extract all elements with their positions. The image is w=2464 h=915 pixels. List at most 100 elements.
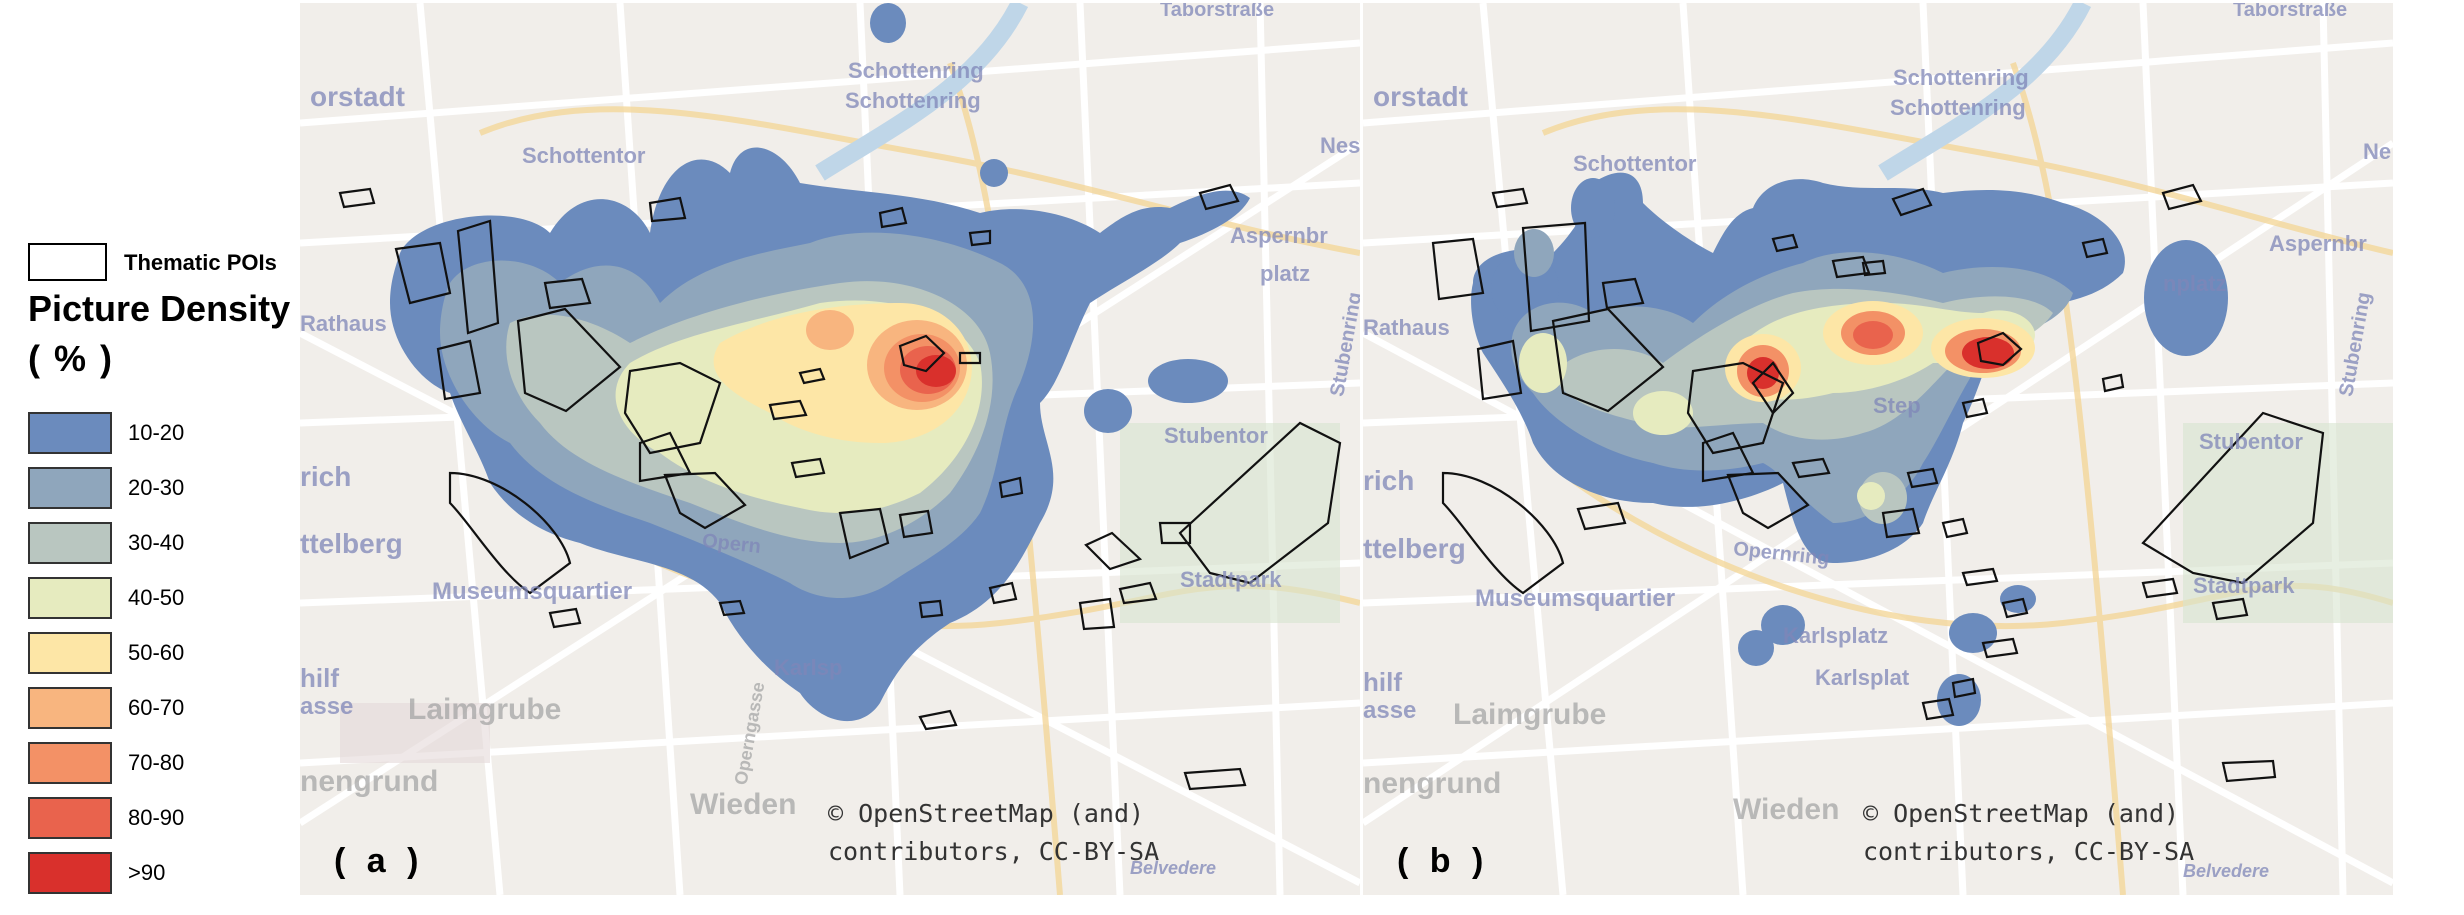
legend-class-10-20: 10-20 [28, 412, 288, 454]
legend-swatch [28, 742, 112, 784]
danube-canal [815, 3, 1029, 181]
density-20-30-blob [1514, 229, 1554, 277]
street-label-nes: Nes [1320, 133, 1360, 158]
legend-class-over-90: >90 [28, 852, 288, 894]
legend-class-80-90: 80-90 [28, 797, 288, 839]
legend-class-label: 60-70 [128, 695, 185, 720]
street-label-hilf: hilf [1363, 667, 1402, 697]
street-label-platz: nplatz [2163, 271, 2227, 296]
street-label-aspernbr: Aspernbr [1230, 223, 1328, 248]
street-label-rich: rich [1363, 465, 1415, 496]
map-panel-a-graphics [300, 3, 1360, 895]
copyright-line: contributors, CC-BY-SA [828, 837, 1160, 866]
legend-swatch [28, 522, 112, 564]
street-label-steph: Step [1873, 393, 1921, 418]
street-label-belvedere: Belvedere [2183, 861, 2270, 881]
legend-unit: ( % ) [28, 338, 114, 379]
street-label-rathaus: Rathaus [1363, 315, 1450, 340]
legend-class-label: 30-40 [128, 530, 185, 555]
density-40-50 [1519, 333, 1567, 393]
legend-class-label: 10-20 [128, 420, 185, 445]
legend-class-label: 50-60 [128, 640, 185, 665]
panel-tag-b: ( b ) [1397, 842, 1490, 880]
map-panel-b-graphics [1363, 3, 2393, 895]
street-label-stadtpark: Stadtpark [2193, 573, 2295, 598]
street-label-asse: asse [300, 693, 354, 720]
street-label-schottenring: Schottenring [845, 88, 981, 113]
density-over-90 [916, 355, 956, 387]
legend-class-label: 70-80 [128, 750, 185, 775]
street-label-karlsplatz: Karlsplatz [1783, 623, 1889, 648]
street-label-stubentor: Stubentor [1164, 423, 1268, 448]
street-label-ttelberg: ttelberg [300, 528, 403, 559]
legend-swatch [28, 852, 112, 894]
density-10-20-blob [1571, 178, 1615, 238]
street-label-karlsp: Karlsp [774, 655, 843, 680]
density-heatmap [390, 3, 1250, 722]
street-label-ne: Ne [2363, 139, 2392, 164]
street-label-stadtpark: Stadtpark [1180, 567, 1282, 592]
street-label-schottenring: Schottenring [848, 58, 984, 83]
street-label-museumsquartier: Museumsquartier [432, 578, 633, 605]
street-label-wieden: Wieden [690, 788, 797, 821]
copyright-line: © OpenStreetMap (and) [1863, 799, 2180, 828]
legend-class-20-30: 20-30 [28, 467, 288, 509]
street-label-taborstrasse: Taborstraße [2233, 3, 2348, 21]
map-panel-a: orstadt Schottenring Schottenring Schott… [300, 3, 1360, 895]
density-over-90 [1962, 337, 2014, 369]
legend-class-label: >90 [128, 860, 166, 885]
legend-class-40-50: 40-50 [28, 577, 288, 619]
stadtpark-area [1120, 423, 1340, 623]
street-label-laimgrube: Laimgrube [1453, 698, 1607, 731]
density-10-20-blob [980, 159, 1008, 187]
thematic-poi-outlines [338, 183, 1342, 791]
copyright-line: © OpenStreetMap (and) [828, 799, 1145, 828]
street-label-aspernbr: Aspernbr [2269, 231, 2367, 256]
copyright-notice: © OpenStreetMap (and) contributors, CC-B… [828, 795, 1159, 871]
street-label-schottentor: Schottentor [522, 143, 646, 168]
danube-canal [1878, 3, 2092, 181]
street-label-hilf: hilf [300, 663, 339, 693]
panel-tag-a: ( a ) [334, 842, 425, 880]
density-10-20-blob [1761, 605, 1805, 645]
street-label-rich: rich [300, 461, 352, 492]
copyright-notice: © OpenStreetMap (and) contributors, CC-B… [1863, 795, 2194, 871]
street-label-karlsp: Karlsplat [1815, 665, 1910, 690]
street-label-asse: asse [1363, 697, 1417, 724]
legend-class-70-80: 70-80 [28, 742, 288, 784]
street-label-wieden: Wieden [1733, 793, 1840, 826]
legend-swatch [28, 412, 112, 454]
street-label-taborstrasse: Taborstraße [1160, 3, 1275, 21]
thematic-poi-outlines [1431, 183, 2325, 783]
basemap-block [340, 703, 490, 763]
street-label-nengrund: nengrund [1363, 767, 1502, 800]
map-panel-b: orstadt Schottenring Schottenring Schott… [1363, 3, 2393, 895]
street-label-laimgrube: Laimgrube [408, 693, 562, 726]
legend-title: Picture Density [28, 288, 291, 329]
thematic-poi-label: Thematic POIs [124, 250, 277, 275]
density-10-20-blob [1738, 630, 1774, 666]
density-10-20-blob [2144, 240, 2228, 356]
legend-swatch [28, 632, 112, 674]
street-label-schottenring: Schottenring [1893, 65, 2029, 90]
legend-swatch [28, 687, 112, 729]
stadtpark-area [2183, 423, 2393, 623]
street-label-rathaus: Rathaus [300, 311, 387, 336]
density-heatmap [1471, 172, 2228, 726]
legend-class-60-70: 60-70 [28, 687, 288, 729]
street-label-schottentor: Schottentor [1573, 151, 1697, 176]
legend-swatch [28, 797, 112, 839]
density-40-50-blob [1857, 482, 1885, 510]
street-label-schottenring: Schottenring [1890, 95, 2026, 120]
legend-class-label: 40-50 [128, 585, 185, 610]
street-label-nengrund: nengrund [300, 765, 439, 798]
density-80-90 [1853, 321, 1893, 349]
street-label-platz: platz [1260, 261, 1311, 286]
legend-class-label: 80-90 [128, 805, 185, 830]
legend: Thematic POIs Picture Density ( % ) 10-2… [0, 0, 300, 915]
street-label-orstadt: orstadt [1373, 81, 1468, 112]
street-label-museumsquartier: Museumsquartier [1475, 585, 1676, 612]
density-10-20-blob [1949, 613, 1997, 653]
legend-class-50-60: 50-60 [28, 632, 288, 674]
legend-swatch [28, 467, 112, 509]
